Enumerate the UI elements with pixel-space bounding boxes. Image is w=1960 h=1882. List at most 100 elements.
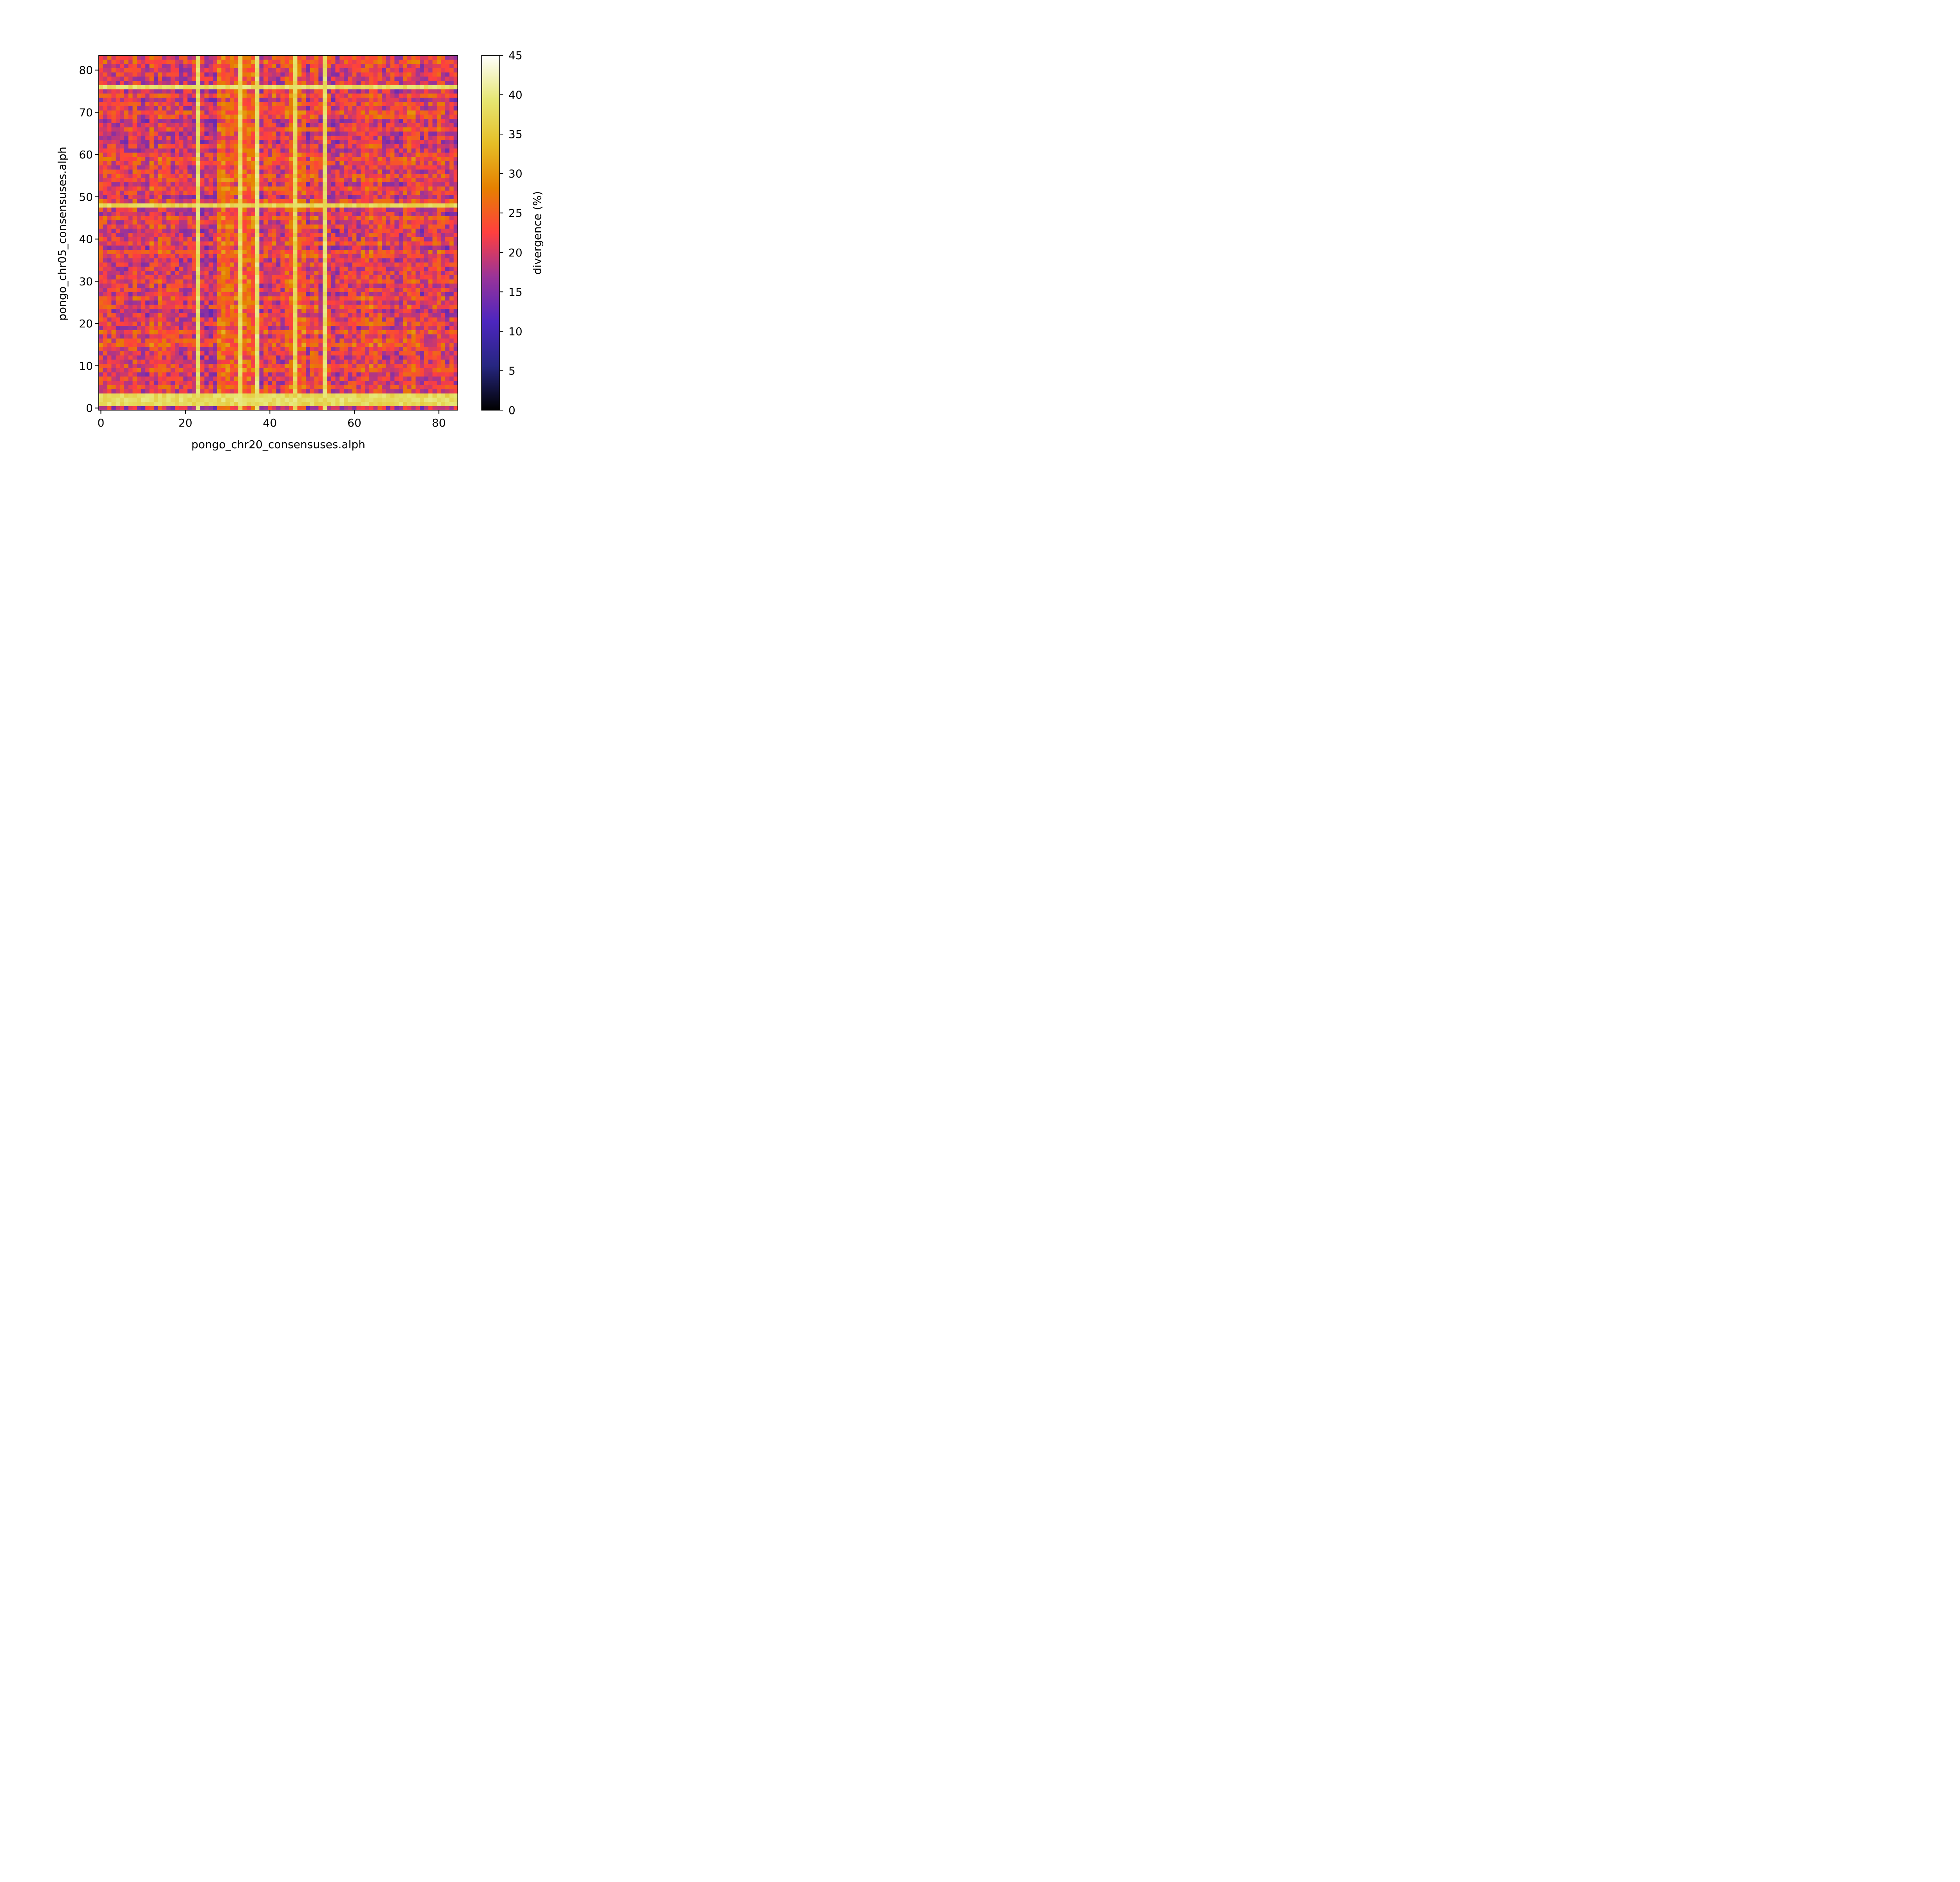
heatmap-cell	[382, 199, 387, 203]
heatmap-cell	[263, 355, 268, 360]
heatmap-cell	[136, 237, 142, 242]
heatmap-cell	[272, 338, 277, 343]
heatmap-cell	[272, 372, 277, 377]
heatmap-cell	[99, 216, 103, 220]
heatmap-cell	[120, 334, 125, 339]
heatmap-cell	[331, 330, 336, 334]
heatmap-cell	[263, 237, 268, 242]
heatmap-cell	[297, 313, 302, 318]
heatmap-cell	[132, 182, 137, 187]
heatmap-cell	[145, 182, 150, 187]
heatmap-cell	[116, 287, 120, 292]
heatmap-cell	[230, 262, 234, 267]
heatmap-cell	[428, 355, 433, 360]
heatmap-cell	[111, 342, 116, 347]
heatmap-cell	[306, 334, 310, 339]
heatmap-cell	[212, 355, 218, 360]
heatmap-cell	[327, 330, 332, 334]
heatmap-cell	[174, 203, 180, 208]
heatmap-cell	[445, 292, 450, 296]
heatmap-cell	[356, 376, 361, 381]
heatmap-cell	[420, 237, 425, 242]
heatmap-cell	[432, 224, 437, 229]
heatmap-cell	[323, 262, 327, 267]
heatmap-cell	[399, 393, 403, 398]
heatmap-cell	[234, 393, 239, 398]
heatmap-cell	[441, 325, 446, 330]
heatmap-cell	[242, 203, 247, 208]
heatmap-cell	[174, 376, 180, 381]
heatmap-cell	[335, 300, 340, 305]
heatmap-cell	[217, 283, 222, 288]
heatmap-cell	[344, 199, 348, 203]
heatmap-cell	[276, 224, 281, 229]
heatmap-cell	[416, 376, 420, 381]
heatmap-cell	[162, 355, 167, 360]
heatmap-cell	[424, 368, 429, 372]
heatmap-cell	[107, 165, 112, 170]
heatmap-cell	[327, 317, 332, 322]
heatmap-cell	[154, 317, 158, 322]
heatmap-cell	[314, 199, 319, 203]
heatmap-cell	[323, 271, 327, 275]
heatmap-cell	[187, 190, 192, 195]
heatmap-cell	[323, 287, 327, 292]
heatmap-cell	[301, 313, 306, 318]
heatmap-cell	[377, 401, 382, 406]
heatmap-cell	[255, 342, 260, 347]
heatmap-cell	[141, 241, 146, 246]
heatmap-cell	[310, 220, 315, 225]
heatmap-cell	[230, 401, 234, 406]
heatmap-cell	[297, 249, 302, 254]
heatmap-cell	[323, 376, 327, 381]
heatmap-cell	[356, 296, 361, 301]
heatmap-cell	[318, 363, 323, 368]
heatmap-cell	[234, 287, 239, 292]
heatmap-cell	[99, 254, 103, 258]
heatmap-cell	[158, 190, 163, 195]
heatmap-cell	[323, 245, 327, 250]
heatmap-cell	[250, 300, 256, 305]
heatmap-cell	[361, 203, 365, 208]
heatmap-cell	[318, 304, 323, 309]
heatmap-cell	[209, 342, 213, 347]
heatmap-cell	[356, 245, 361, 250]
heatmap-cell	[128, 165, 133, 170]
heatmap-cell	[263, 321, 268, 326]
heatmap-cell	[217, 199, 222, 203]
heatmap-cell	[289, 380, 294, 385]
heatmap-cell	[420, 359, 425, 364]
heatmap-cell	[285, 169, 289, 174]
heatmap-cell	[242, 173, 247, 178]
heatmap-cell	[111, 275, 116, 280]
heatmap-cell	[149, 309, 154, 313]
heatmap-cell	[437, 207, 441, 212]
heatmap-cell	[200, 355, 205, 360]
heatmap-cell	[272, 224, 277, 229]
heatmap-cell	[454, 397, 458, 402]
heatmap-cell	[323, 186, 327, 191]
heatmap-cell	[416, 321, 420, 326]
heatmap-cell	[99, 224, 103, 229]
heatmap-cell	[369, 355, 374, 360]
heatmap-cell	[327, 338, 332, 343]
heatmap-cell	[103, 385, 108, 389]
heatmap-cell	[111, 182, 116, 187]
heatmap-cell	[212, 385, 218, 389]
heatmap-cell	[441, 334, 446, 339]
heatmap-cell	[187, 173, 192, 178]
heatmap-cell	[154, 211, 158, 216]
heatmap-cell	[242, 347, 247, 351]
heatmap-cell	[242, 397, 247, 402]
heatmap-cell	[344, 190, 348, 195]
heatmap-cell	[386, 368, 391, 372]
heatmap-cell	[212, 203, 218, 208]
heatmap-cell	[120, 165, 125, 170]
heatmap-cell	[407, 237, 412, 242]
heatmap-cell	[171, 258, 175, 263]
heatmap-cell	[255, 338, 260, 343]
heatmap-cell	[314, 393, 319, 398]
heatmap-cell	[179, 309, 184, 313]
heatmap-cell	[234, 258, 239, 263]
heatmap-cell	[365, 321, 370, 326]
